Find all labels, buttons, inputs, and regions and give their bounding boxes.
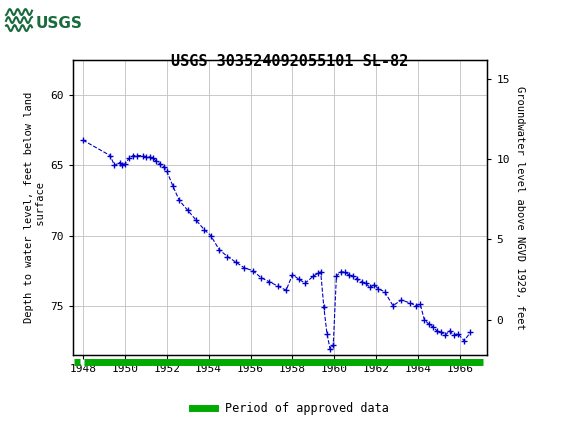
Text: USGS: USGS bbox=[36, 15, 83, 31]
Legend: Period of approved data: Period of approved data bbox=[187, 397, 393, 420]
Y-axis label: Depth to water level, feet below land
 surface: Depth to water level, feet below land su… bbox=[24, 92, 46, 323]
Text: USGS 303524092055101 SL-82: USGS 303524092055101 SL-82 bbox=[171, 54, 409, 69]
FancyBboxPatch shape bbox=[5, 4, 73, 41]
Y-axis label: Groundwater level above NGVD 1929, feet: Groundwater level above NGVD 1929, feet bbox=[515, 86, 525, 329]
